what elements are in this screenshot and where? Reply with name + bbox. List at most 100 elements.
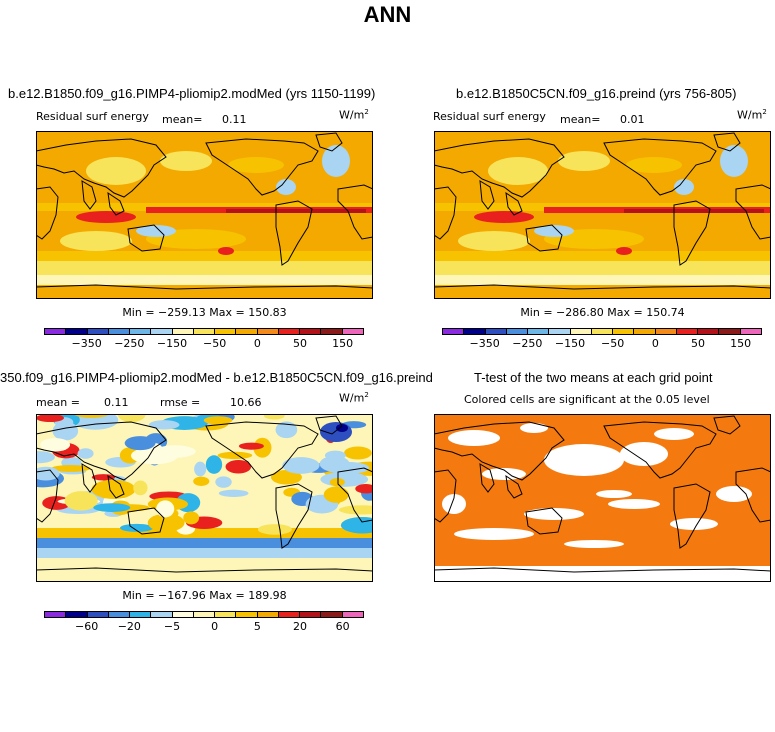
coastline xyxy=(275,483,313,549)
panel-c-min-max: Min = −167.96 Max = 189.98 xyxy=(122,589,287,602)
colorbar-label: −350 xyxy=(469,337,500,350)
colorbar-label: 150 xyxy=(730,337,752,350)
coastline xyxy=(505,474,523,499)
colorbar-swatch xyxy=(570,329,592,334)
field-blob xyxy=(218,489,249,497)
field-blob xyxy=(160,151,212,171)
panel-b-colorbar-labels: −350 −250 −150 −50 0 50 150 xyxy=(442,337,762,351)
field-blob xyxy=(616,247,632,255)
field-blob xyxy=(329,478,345,487)
panel-b-mean-value: 0.01 xyxy=(620,113,645,126)
colorbar-label: −20 xyxy=(117,620,141,633)
colorbar-swatch xyxy=(300,329,322,334)
colorbar-swatch xyxy=(45,612,67,617)
panel-a-map xyxy=(36,131,373,299)
panel-a-colorbar xyxy=(44,328,364,335)
panel-b-mean-label: mean= xyxy=(560,113,601,126)
coastline xyxy=(713,132,741,152)
panel-a-colorbar-labels: −350 −250 −150 −50 0 50 150 xyxy=(44,337,364,351)
map-frame xyxy=(434,414,771,582)
colorbar-label: 150 xyxy=(332,337,354,350)
coastline xyxy=(205,421,319,479)
field-blob xyxy=(203,416,233,425)
colorbar-swatch xyxy=(172,612,194,617)
panel-b-colorbar xyxy=(442,328,762,335)
colorbar-label: 0 xyxy=(253,337,261,350)
colorbar-swatch xyxy=(108,612,131,617)
field-blob xyxy=(60,231,132,251)
panel-b-map xyxy=(434,131,771,299)
coastline xyxy=(434,284,771,290)
field-blob xyxy=(558,151,610,171)
field-band xyxy=(36,538,373,548)
colorbar-label: −150 xyxy=(156,337,188,350)
field-blob xyxy=(534,225,574,237)
field-blob xyxy=(474,211,534,223)
field-blob xyxy=(36,414,64,422)
colorbar-label: 60 xyxy=(335,620,350,633)
panel-d-map xyxy=(434,414,771,582)
coastline xyxy=(127,507,165,535)
field-blob xyxy=(270,470,302,485)
colorbar-swatch xyxy=(215,612,237,617)
panel-c-rmse-value: 10.66 xyxy=(230,396,262,409)
coastline xyxy=(315,415,343,435)
insignificant-region xyxy=(442,494,466,514)
field-blob xyxy=(76,211,136,223)
field-blob xyxy=(257,524,292,535)
field-band xyxy=(624,209,764,213)
field-blob xyxy=(336,424,348,432)
field-band xyxy=(434,275,771,285)
coastline xyxy=(36,567,373,573)
panel-c-map xyxy=(36,414,373,582)
colorbar-swatch xyxy=(257,612,279,617)
field-blob xyxy=(194,461,207,477)
field-blob xyxy=(323,486,349,503)
field-blob xyxy=(124,436,156,451)
coastline xyxy=(673,200,711,266)
panel-a-mean-value: 0.11 xyxy=(222,113,247,126)
field-blob xyxy=(626,157,682,173)
field-blob xyxy=(156,500,175,518)
panel-c-colorbar-labels: −60 −20 −5 0 5 20 60 xyxy=(44,620,364,634)
coastline xyxy=(337,467,373,523)
panel-c-title: 350.f09_g16.PIMP4-pliomip2.modMed - b.e1… xyxy=(0,370,433,385)
coastline xyxy=(107,191,125,216)
colorbar-swatch xyxy=(66,329,88,334)
colorbar-label: 50 xyxy=(293,337,307,350)
insignificant-region xyxy=(620,442,668,466)
field-blob xyxy=(119,523,154,532)
coastline xyxy=(434,567,771,573)
coastline xyxy=(36,138,167,198)
colorbar-swatch xyxy=(108,329,131,334)
colorbar-swatch xyxy=(130,329,152,334)
field-blob xyxy=(276,179,296,195)
colorbar-label: 5 xyxy=(253,620,261,633)
colorbar-swatch xyxy=(443,329,465,334)
field-blob xyxy=(133,480,148,496)
colorbar-label: 0 xyxy=(211,620,219,633)
colorbar-label: −50 xyxy=(203,337,227,350)
colorbar-swatch xyxy=(634,329,656,334)
field-blob xyxy=(488,157,548,185)
colorbar-swatch xyxy=(300,612,322,617)
coastline xyxy=(205,138,319,196)
colorbar-swatch xyxy=(87,329,109,334)
colorbar-swatch xyxy=(193,612,216,617)
panel-b-min-max: Min = −286.80 Max = 150.74 xyxy=(520,306,685,319)
insignificant-region xyxy=(524,508,584,520)
field-blob xyxy=(36,466,60,481)
panel-a-units: W/m2 xyxy=(339,108,369,122)
field-blob xyxy=(215,476,232,488)
field-blob xyxy=(205,455,223,474)
field-blob xyxy=(148,420,180,430)
colorbar-swatch xyxy=(321,329,343,334)
coastline xyxy=(275,200,313,266)
field-band xyxy=(36,261,373,275)
insignificant-region xyxy=(564,540,624,548)
colorbar-swatch xyxy=(464,329,486,334)
field-blob xyxy=(183,511,200,525)
colorbar-swatch xyxy=(278,329,301,334)
coastline xyxy=(36,421,167,481)
colorbar-label: −350 xyxy=(71,337,102,350)
